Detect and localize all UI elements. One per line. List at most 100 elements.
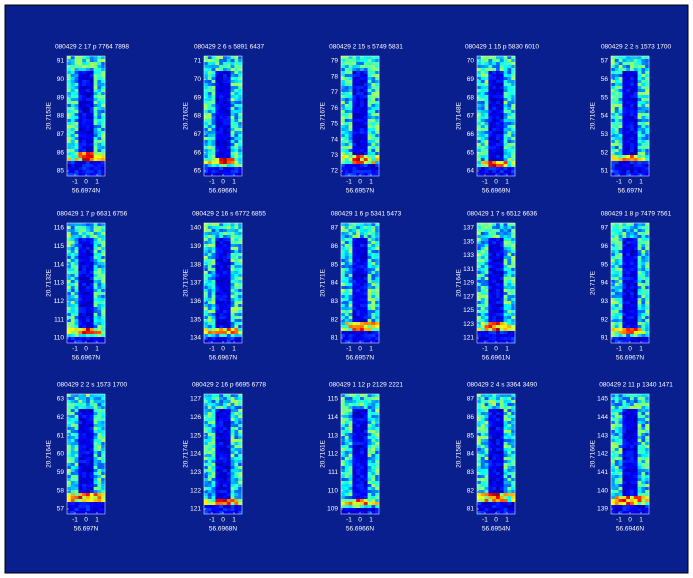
echogram-cell: [507, 322, 511, 325]
echogram-cell: [101, 328, 105, 331]
echogram-cell: [630, 301, 634, 304]
echogram-cell: [234, 68, 238, 71]
echogram-cell: [507, 307, 511, 310]
echogram-cell: [375, 310, 379, 313]
echogram-cell: [504, 298, 508, 301]
echogram-cell: [215, 125, 219, 128]
echogram-cell: [208, 232, 212, 235]
echogram-cell: [101, 56, 105, 59]
echogram-cell: [511, 334, 515, 337]
echogram-cell: [82, 505, 86, 508]
echogram-cell: [101, 421, 105, 424]
echogram-cell: [375, 107, 379, 110]
echogram-cell: [368, 119, 372, 122]
echogram-cell: [75, 508, 79, 511]
echogram-cell: [371, 277, 375, 280]
echogram-cell: [71, 226, 75, 229]
echogram-cell: [496, 310, 500, 313]
echogram-cell: [78, 83, 82, 86]
echogram-cell: [504, 71, 508, 74]
echogram-cell: [219, 283, 223, 286]
echogram-cell: [615, 113, 619, 116]
echogram-cell: [75, 59, 79, 62]
echogram-cell: [481, 89, 485, 92]
echogram-cell: [341, 95, 345, 98]
echogram-cell: [645, 253, 649, 256]
echogram-cell: [90, 265, 94, 268]
echogram-cell: [223, 62, 227, 65]
x-axis-label: 56.6974N: [72, 188, 100, 195]
echogram-cell: [634, 146, 638, 149]
echogram-cell: [630, 226, 634, 229]
echogram-cell: [97, 170, 101, 173]
echogram-cell: [208, 271, 212, 274]
echogram-cell: [212, 328, 216, 331]
echogram-cell: [82, 92, 86, 95]
echogram-cell: [481, 223, 485, 226]
echogram-cell: [238, 271, 242, 274]
echogram-cell: [615, 119, 619, 122]
echogram-cell: [67, 475, 71, 478]
echogram-cell: [204, 65, 208, 68]
echogram-cell: [341, 65, 345, 68]
echogram-cell: [204, 466, 208, 469]
echogram-cell: [481, 161, 485, 164]
echogram-cell: [227, 460, 231, 463]
echogram-cell: [90, 74, 94, 77]
echogram-cell: [234, 149, 238, 152]
echogram-cell: [78, 167, 82, 170]
echogram-cell: [619, 116, 623, 119]
echogram-cell: [356, 131, 360, 134]
echogram-cell: [611, 247, 615, 250]
echogram-cell: [82, 155, 86, 158]
echogram-cell: [208, 161, 212, 164]
echogram-cell: [223, 170, 227, 173]
echogram-cell: [371, 286, 375, 289]
echogram-cell: [97, 304, 101, 307]
echogram-cell: [82, 397, 86, 400]
echogram-cell: [238, 316, 242, 319]
echogram-cell: [97, 319, 101, 322]
echogram-cell: [90, 149, 94, 152]
echogram-cell: [86, 107, 90, 110]
echogram-cell: [204, 226, 208, 229]
echogram-cell: [90, 262, 94, 265]
echogram-cell: [371, 325, 375, 328]
echogram-cell: [349, 86, 353, 89]
echogram-cell: [90, 481, 94, 484]
echogram-cell: [75, 253, 79, 256]
echogram-cell: [234, 319, 238, 322]
echogram-cell: [481, 110, 485, 113]
echogram-cell: [619, 313, 623, 316]
panel-title: 080429 2 2 s 1573 1700: [57, 382, 128, 389]
echogram-cell: [477, 89, 481, 92]
echogram-cell: [368, 167, 372, 170]
echogram-cell: [611, 253, 615, 256]
echogram-cell: [375, 170, 379, 173]
echogram-cell: [488, 289, 492, 292]
echogram-cell: [511, 271, 515, 274]
echogram-cell: [82, 265, 86, 268]
echogram-cell: [208, 430, 212, 433]
echogram-cell: [94, 328, 98, 331]
x-tick-label: 0: [358, 179, 362, 186]
echogram-cell: [71, 104, 75, 107]
echogram-cell: [638, 65, 642, 68]
echogram-cell: [90, 271, 94, 274]
echogram-cell: [492, 140, 496, 143]
echogram-cell: [630, 119, 634, 122]
echogram-cell: [345, 65, 349, 68]
echogram-cell: [345, 334, 349, 337]
echogram-cell: [626, 161, 630, 164]
echogram-cell: [626, 134, 630, 137]
echogram-cell: [481, 59, 485, 62]
echogram-cell: [352, 74, 356, 77]
echogram-cell: [208, 262, 212, 265]
echogram-cell: [634, 244, 638, 247]
echogram-cell: [496, 146, 500, 149]
y-tick-label: 88: [57, 113, 65, 120]
echogram-cell: [212, 170, 216, 173]
echogram-cell: [488, 161, 492, 164]
echogram-cell: [622, 325, 626, 328]
echogram-cell: [82, 128, 86, 131]
